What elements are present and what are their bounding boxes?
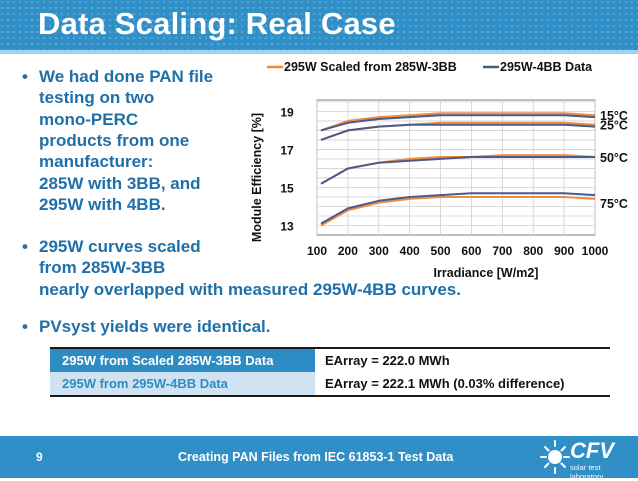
temperature-label: 25°C [600,119,628,133]
series-line [320,192,596,225]
bullet-line: from 285W-3BB [39,258,166,278]
x-tick-label: 1000 [582,244,609,258]
temperature-label: 15°C [600,109,628,123]
bullet-line: mono-PERC [39,109,139,129]
x-tick-label: 100 [307,244,327,258]
bullet-line: manufacturer: [39,152,154,172]
bullet-dot: • [22,67,28,86]
y-tick-label: 19 [280,105,294,119]
bullet-line: 285W with 3BB, and [39,173,201,193]
legend-label: 295W-4BB Data [500,60,593,74]
bullet-dot: • [22,237,28,256]
x-tick-label: 600 [461,244,481,258]
y-tick-label: 15 [280,181,294,195]
logo-name: CFV [570,438,614,463]
sun-logo-icon [540,440,570,474]
table-cell-label: 295W from 295W-4BB Data [62,376,228,391]
bullet-line: testing on two [39,88,155,108]
bullet-dot: • [22,317,28,336]
x-tick-label: 800 [523,244,543,258]
bullet-line: 295W with 4BB. [39,194,166,214]
series-line [320,112,596,132]
series-line [320,114,596,132]
x-tick-label: 900 [554,244,574,258]
temperature-label: 50°C [600,151,628,165]
x-tick-label: 700 [492,244,512,258]
x-tick-label: 200 [338,244,358,258]
footer-title: Creating PAN Files from IEC 61853-1 Test… [178,450,454,464]
series-line [320,156,595,185]
efficiency-chart: 100 200 300 400 500 600 700 800 900 1000 13 15 17 19 I… [250,60,628,280]
slide-title: Data Scaling: Real Case [38,6,396,41]
bullet-line: PVsyst yields were identical. [39,317,271,336]
yield-table: 295W from Scaled 285W-3BB Data EArray = … [50,347,610,397]
table-cell-label: 295W from Scaled 285W-3BB Data [62,353,274,368]
legend-label: 295W Scaled from 285W-3BB [284,60,457,74]
slide-header: Data Scaling: Real Case [0,0,638,50]
bullet-line: We had done PAN file [39,67,214,86]
series-line [320,123,596,141]
bullet-line: 295W curves scaled [39,237,201,256]
cfv-logo: CFV solar test laboratory [540,438,635,481]
header-divider [0,50,638,54]
y-tick-label: 13 [280,219,294,233]
x-tick-label: 300 [369,244,389,258]
bullet-line: products from one [39,130,190,150]
bullet-line: nearly overlapped with measured 295W-4BB… [39,279,461,299]
table-cell-value: EArray = 222.0 MWh [315,349,610,372]
x-tick-label: 500 [431,244,451,258]
logo-subtitle: solar test laboratory [570,463,604,481]
temperature-label: 75°C [600,197,628,211]
slide-footer: 9 Creating PAN Files from IEC 61853-1 Te… [0,436,638,478]
series-line [320,196,596,227]
page-number: 9 [36,450,43,464]
x-tick-label: 400 [400,244,420,258]
table-row: 295W from 295W-4BB Data EArray = 222.1 M… [50,372,610,395]
y-tick-label: 17 [280,143,294,157]
table-cell-value: EArray = 222.1 MWh (0.03% difference) [315,372,610,395]
x-axis-label: Irradiance [W/m2] [434,266,539,280]
table-row: 295W from Scaled 285W-3BB Data EArray = … [50,349,610,372]
y-axis-label: Module Efficiency [%] [250,113,264,242]
